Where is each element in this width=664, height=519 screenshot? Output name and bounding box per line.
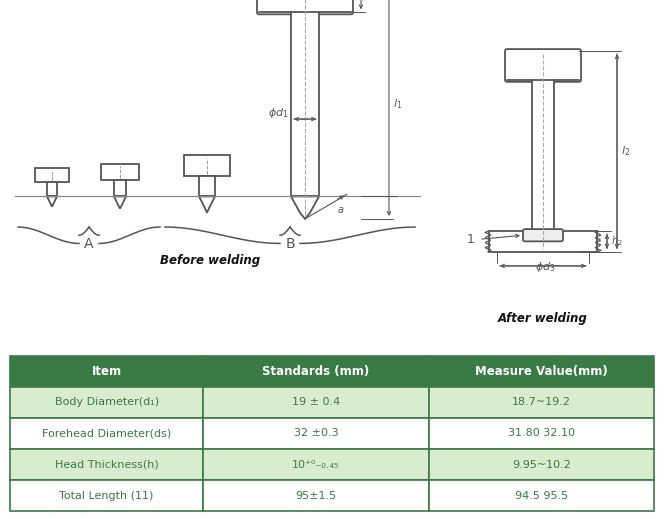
Polygon shape xyxy=(291,196,319,219)
Polygon shape xyxy=(199,176,215,196)
FancyBboxPatch shape xyxy=(523,229,563,241)
Text: Before welding: Before welding xyxy=(160,254,260,267)
Text: $l_1$: $l_1$ xyxy=(393,98,402,111)
Bar xyxy=(489,231,597,252)
Polygon shape xyxy=(47,182,57,196)
Bar xyxy=(291,12,319,196)
Polygon shape xyxy=(47,196,57,207)
FancyBboxPatch shape xyxy=(257,0,353,15)
Polygon shape xyxy=(184,156,230,176)
Polygon shape xyxy=(199,196,215,213)
Text: $h_1$: $h_1$ xyxy=(365,0,376,1)
Text: $h_2$: $h_2$ xyxy=(611,235,623,248)
FancyBboxPatch shape xyxy=(505,49,581,82)
Polygon shape xyxy=(101,163,139,180)
Polygon shape xyxy=(35,168,69,182)
Text: $l_2$: $l_2$ xyxy=(621,144,630,158)
Text: $\phi d_3$: $\phi d_3$ xyxy=(535,260,555,274)
Text: After welding: After welding xyxy=(498,312,588,325)
Text: B: B xyxy=(285,237,295,251)
Polygon shape xyxy=(114,180,126,196)
Polygon shape xyxy=(114,196,126,209)
Text: A: A xyxy=(84,237,94,251)
Text: $\phi d_1$: $\phi d_1$ xyxy=(268,106,289,120)
Text: 1: 1 xyxy=(467,233,475,246)
Bar xyxy=(532,80,554,231)
Text: $a$: $a$ xyxy=(337,204,345,215)
